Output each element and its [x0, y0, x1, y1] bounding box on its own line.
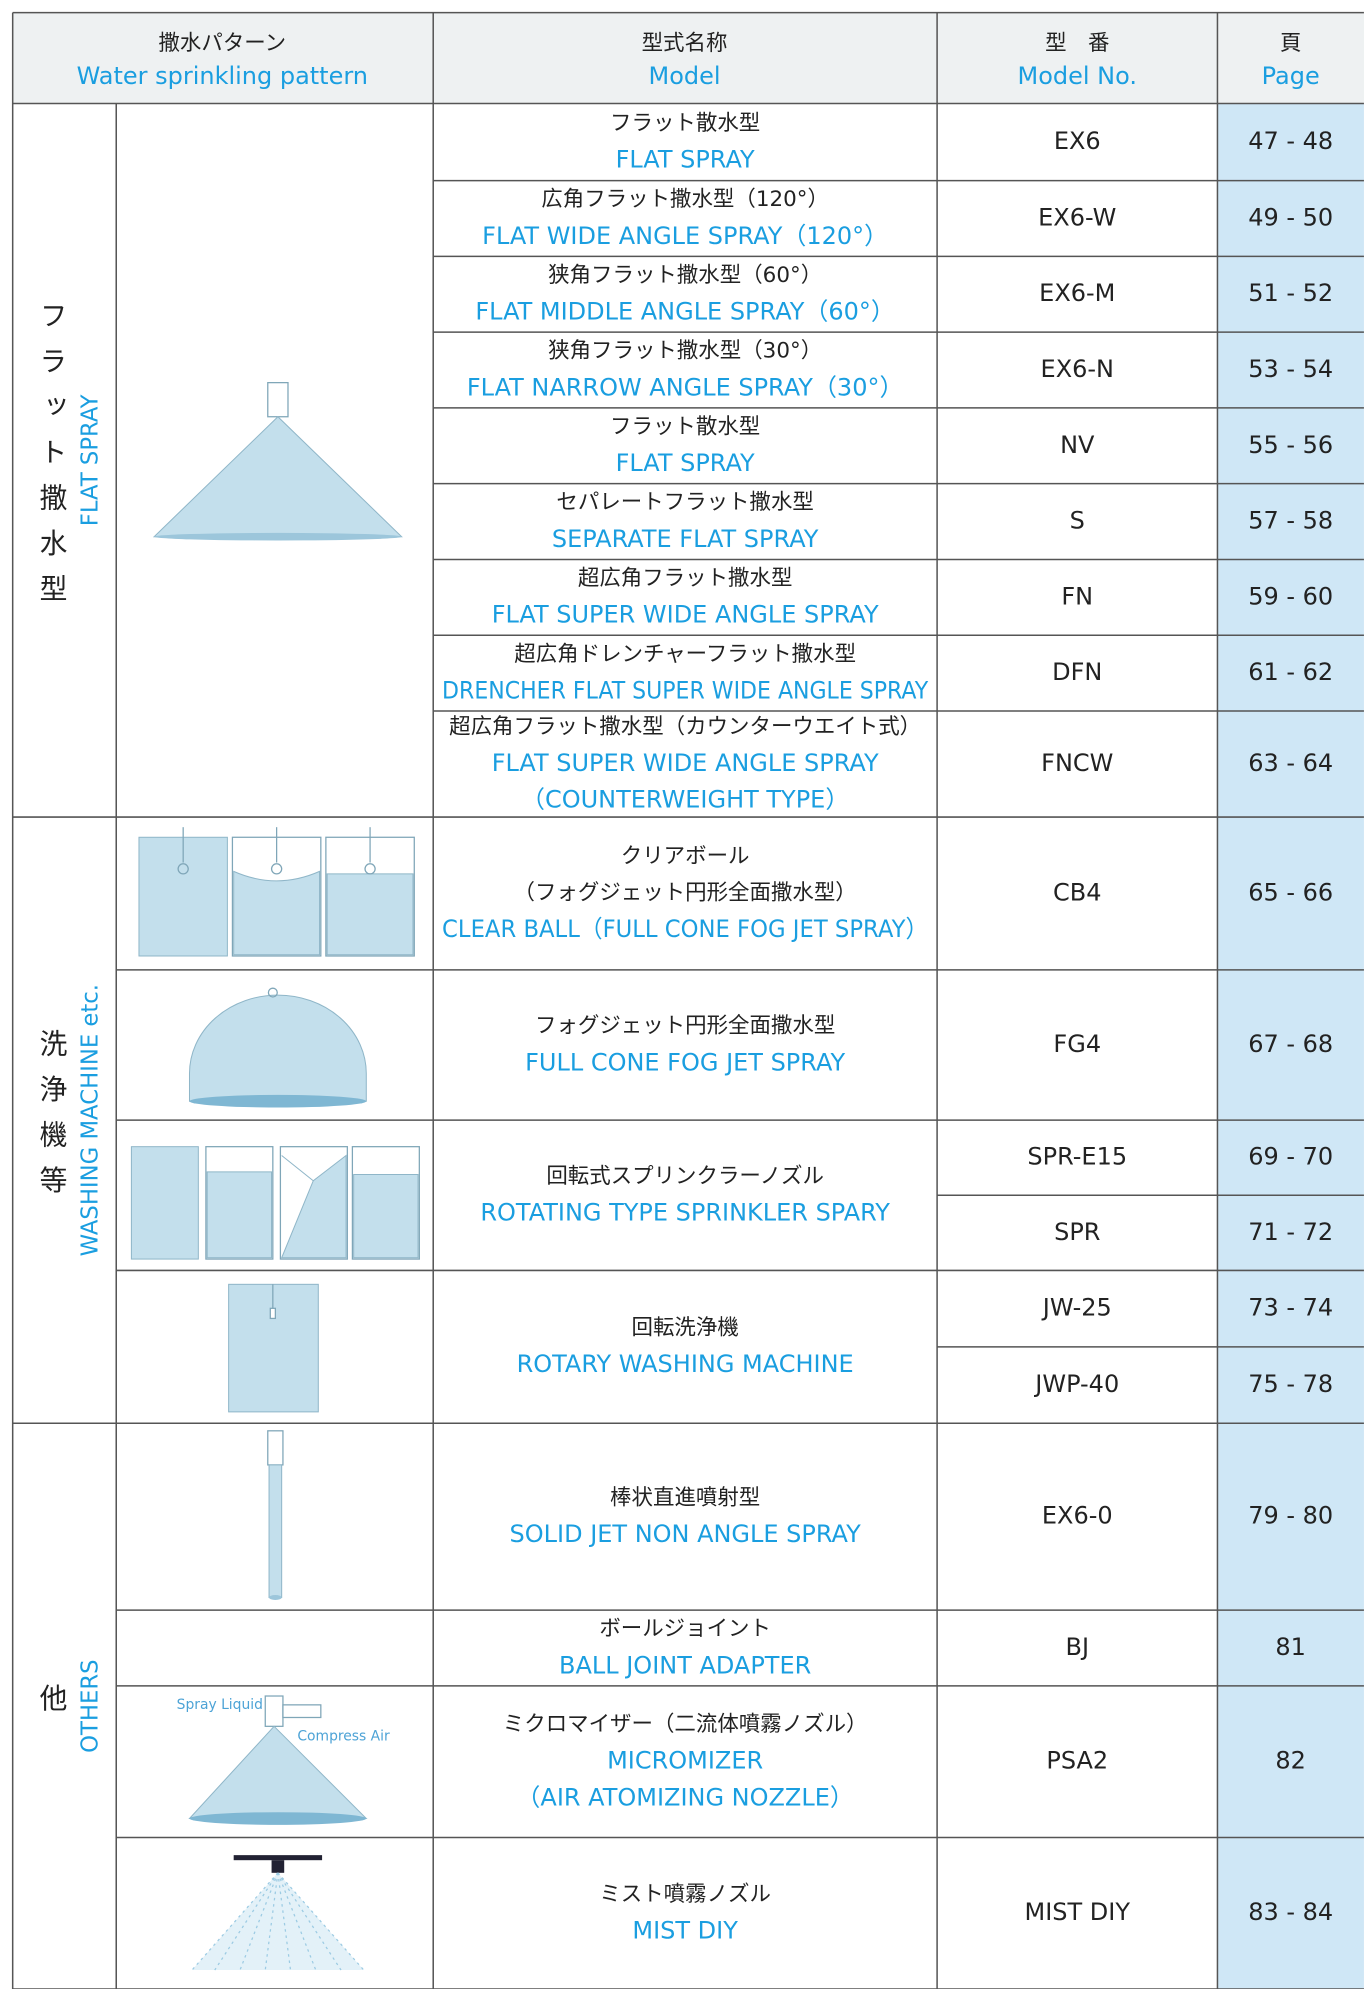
- model-name-en: （COUNTERWEIGHT TYPE）: [521, 786, 849, 814]
- model-name-ja: （フォグジェット円形全面撒水型）: [514, 880, 857, 905]
- model-name-en: MIST DIY: [632, 1917, 738, 1945]
- header-page-ja: 頁: [1280, 31, 1301, 56]
- model-number: JW-25: [1041, 1294, 1112, 1322]
- header-page-en: Page: [1262, 62, 1320, 90]
- model-name-en: ROTARY WASHING MACHINE: [517, 1350, 854, 1378]
- page-number: 75 - 78: [1248, 1370, 1333, 1398]
- model-name-en: BALL JOINT ADAPTER: [559, 1651, 811, 1679]
- model-name-ja: ミスト噴霧ノズル: [599, 1882, 771, 1907]
- model-name-ja: フォグジェット円形全面撒水型: [535, 1014, 835, 1039]
- page-number: 73 - 74: [1248, 1294, 1333, 1322]
- page-number: 57 - 58: [1248, 507, 1333, 535]
- model-name-ja: 広角フラット撒水型（120°）: [541, 187, 829, 212]
- model-number: EX6-M: [1039, 279, 1115, 307]
- model-number: EX6: [1054, 127, 1101, 155]
- model-name-en: FLAT SUPER WIDE ANGLE SPRAY: [492, 601, 879, 629]
- header-model-no-ja: 型 番: [1045, 31, 1109, 56]
- page-number: 71 - 72: [1248, 1218, 1333, 1246]
- model-number: DFN: [1052, 658, 1102, 686]
- model-number: BJ: [1066, 1633, 1090, 1661]
- model-name-en: FLAT NARROW ANGLE SPRAY（30°）: [467, 373, 904, 401]
- model-name-en: DRENCHER FLAT SUPER WIDE ANGLE SPRAY: [442, 676, 929, 704]
- page-number: 79 - 80: [1248, 1502, 1333, 1530]
- page-number: 83 - 84: [1248, 1898, 1333, 1926]
- header-pattern-ja: 撒水パターン: [158, 31, 286, 56]
- model-number: S: [1070, 507, 1085, 535]
- page-number: 47 - 48: [1248, 127, 1333, 155]
- model-number: CB4: [1053, 878, 1101, 906]
- model-name-en: CLEAR BALL（FULL CONE FOG JET SPRAY）: [442, 915, 928, 943]
- page-number: 65 - 66: [1248, 878, 1333, 906]
- model-name-ja: フラット散水型: [610, 111, 760, 136]
- model-name-en: （AIR ATOMIZING NOZZLE）: [516, 1783, 853, 1811]
- model-number: EX6-0: [1042, 1502, 1113, 1530]
- header-pattern-en: Water sprinkling pattern: [77, 62, 368, 90]
- model-name-en: FLAT SUPER WIDE ANGLE SPRAY: [492, 749, 879, 777]
- group-label-ja: 他: [36, 1683, 69, 1728]
- model-number: FN: [1061, 582, 1093, 610]
- model-name-ja: クリアボール: [621, 844, 750, 869]
- page-number: 82: [1275, 1747, 1306, 1775]
- model-name-en: FLAT WIDE ANGLE SPRAY（120°）: [482, 222, 888, 250]
- page-number: 53 - 54: [1248, 355, 1333, 383]
- group-label-en: FLAT SPRAY: [77, 394, 103, 526]
- model-number: FG4: [1053, 1030, 1101, 1058]
- model-name-ja: セパレートフラット撒水型: [556, 490, 813, 515]
- model-number: MIST DIY: [1025, 1898, 1131, 1926]
- model-number: FNCW: [1041, 749, 1113, 777]
- model-name-en: FLAT MIDDLE ANGLE SPRAY（60°）: [475, 298, 895, 326]
- model-name-ja: 回転洗浄機: [632, 1316, 739, 1341]
- model-name-ja: 回転式スプリンクラーノズル: [546, 1164, 824, 1189]
- model-name-ja: 超広角ドレンチャーフラット撒水型: [514, 642, 856, 667]
- model-name-ja: 狭角フラット撒水型（60°）: [548, 263, 822, 288]
- model-number: EX6-W: [1038, 203, 1116, 231]
- page-number: 51 - 52: [1248, 279, 1333, 307]
- page-number: 67 - 68: [1248, 1030, 1333, 1058]
- header-model-ja: 型式名称: [642, 31, 728, 56]
- page-column-bg: [1217, 103, 1364, 1989]
- page-number: 49 - 50: [1248, 203, 1333, 231]
- page-number: 69 - 70: [1248, 1143, 1333, 1171]
- annotation: Compress Air: [297, 1728, 390, 1744]
- header-model-no-en: Model No.: [1018, 62, 1137, 90]
- model-name-ja: 超広角フラット撒水型（カウンターウエイト式）: [449, 714, 921, 739]
- page-number: 63 - 64: [1248, 749, 1333, 777]
- illustrations: Spray Liquid Compress Air: [130, 382, 420, 1971]
- model-number: SPR: [1054, 1218, 1100, 1246]
- group-label-ja: フラット撒水型: [36, 301, 69, 619]
- model-name-en: SEPARATE FLAT SPRAY: [552, 525, 819, 553]
- annotation: Spray Liquid: [177, 1697, 263, 1713]
- model-number: JWP-40: [1033, 1370, 1119, 1398]
- model-name-en: FLAT SPRAY: [616, 145, 755, 173]
- model-name-ja: ミクロマイザー（二流体噴霧ノズル）: [503, 1712, 868, 1737]
- model-number: NV: [1060, 431, 1095, 459]
- model-name-en: MICROMIZER: [607, 1747, 763, 1775]
- page-number: 59 - 60: [1248, 582, 1333, 610]
- model-number: EX6-N: [1041, 355, 1114, 383]
- model-name-en: SOLID JET NON ANGLE SPRAY: [510, 1520, 862, 1548]
- model-name-ja: 超広角フラット撒水型: [578, 566, 793, 591]
- model-number: PSA2: [1046, 1747, 1108, 1775]
- header-bg: [12, 12, 1364, 104]
- model-name-ja: 狭角フラット撒水型（30°）: [548, 339, 822, 364]
- model-name-en: FULL CONE FOG JET SPRAY: [525, 1048, 845, 1076]
- model-name-en: ROTATING TYPE SPRINKLER SPARY: [480, 1199, 890, 1227]
- page-number: 61 - 62: [1248, 658, 1333, 686]
- page-number: 81: [1275, 1633, 1306, 1661]
- page-number: 55 - 56: [1248, 431, 1333, 459]
- group-label-en: WASHING MACHINE etc.: [77, 984, 103, 1256]
- model-number: SPR-E15: [1027, 1143, 1127, 1171]
- model-name-ja: フラット散水型: [610, 414, 760, 439]
- model-name-ja: 棒状直進噴射型: [610, 1485, 760, 1510]
- model-name-en: FLAT SPRAY: [616, 449, 755, 477]
- group-label-en: OTHERS: [77, 1659, 103, 1752]
- header-model-en: Model: [649, 62, 721, 90]
- group-label-ja: 洗浄機等: [36, 1029, 69, 1211]
- model-name-ja: ボールジョイント: [599, 1617, 771, 1642]
